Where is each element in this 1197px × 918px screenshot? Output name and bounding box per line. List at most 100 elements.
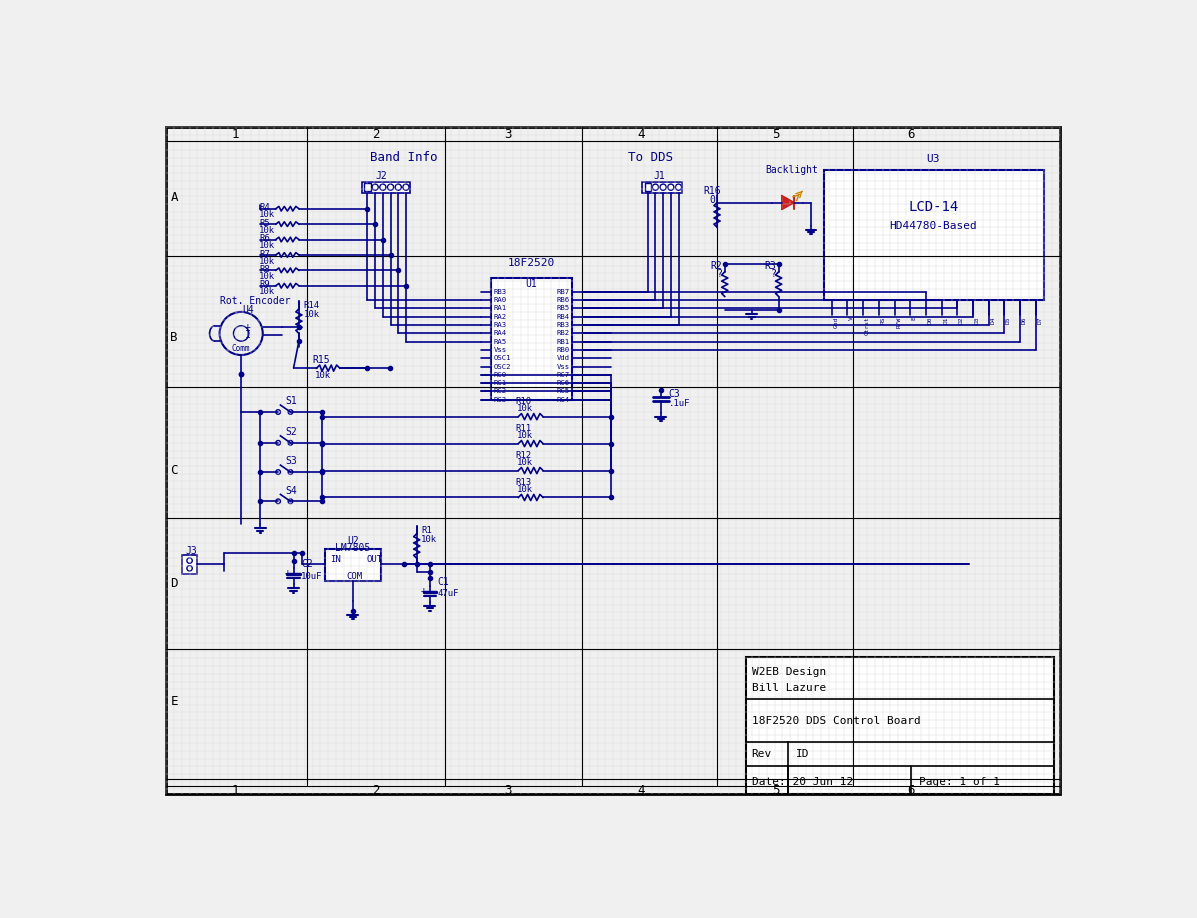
Text: 10k: 10k	[517, 486, 533, 494]
Polygon shape	[782, 196, 794, 209]
Text: A: A	[170, 191, 178, 204]
Bar	[645, 184, 651, 191]
Text: RA2: RA2	[493, 314, 506, 319]
Text: RC0: RC0	[493, 372, 506, 378]
Text: +: +	[420, 586, 426, 596]
Text: IN: IN	[329, 555, 340, 565]
Text: ID: ID	[796, 749, 809, 759]
Text: S1: S1	[286, 397, 298, 407]
Text: 10k: 10k	[259, 256, 275, 265]
Text: RA0: RA0	[493, 297, 506, 303]
Text: 10k: 10k	[259, 210, 275, 219]
Text: U3: U3	[926, 154, 940, 164]
Text: D0: D0	[928, 317, 932, 324]
Text: C3: C3	[668, 388, 680, 398]
Text: 5: 5	[772, 784, 780, 798]
Text: 2: 2	[372, 129, 379, 141]
Bar	[364, 184, 371, 191]
Text: R13: R13	[515, 477, 531, 487]
Text: 10k: 10k	[517, 458, 533, 467]
Text: Gnd: Gnd	[833, 317, 838, 328]
Bar	[492, 278, 572, 399]
Text: Page: 1 of 1: Page: 1 of 1	[919, 777, 999, 787]
Text: RC4: RC4	[557, 397, 570, 403]
Ellipse shape	[219, 312, 262, 355]
Text: RS: RS	[880, 317, 886, 324]
Text: RC1: RC1	[493, 380, 506, 386]
Text: D1: D1	[943, 317, 948, 324]
Text: RB4: RB4	[557, 314, 570, 319]
Text: Comm: Comm	[232, 344, 250, 353]
Text: Vdd: Vdd	[557, 355, 570, 361]
Bar	[326, 549, 381, 581]
Text: J1: J1	[654, 172, 664, 182]
Text: RC2: RC2	[493, 388, 506, 395]
Text: R1: R1	[421, 526, 432, 535]
Text: D4: D4	[990, 317, 995, 324]
Text: 10k: 10k	[517, 431, 533, 441]
Text: LCD-14: LCD-14	[909, 200, 959, 214]
Text: RB7: RB7	[557, 289, 570, 295]
Text: RC6: RC6	[557, 380, 570, 386]
Text: HD44780-Based: HD44780-Based	[889, 220, 977, 230]
Text: C: C	[170, 464, 178, 477]
Text: To DDS: To DDS	[627, 151, 673, 164]
Text: U4: U4	[243, 306, 255, 316]
Text: 3: 3	[505, 784, 512, 798]
Text: E: E	[912, 317, 917, 320]
Text: Rot. Encoder: Rot. Encoder	[219, 297, 290, 306]
Text: 1: 1	[231, 129, 238, 141]
Text: RA4: RA4	[493, 330, 506, 336]
Text: RB3: RB3	[493, 289, 506, 295]
Text: RA3: RA3	[493, 322, 506, 328]
Text: R15: R15	[312, 354, 329, 364]
Text: 3: 3	[505, 129, 512, 141]
Text: OSC2: OSC2	[493, 364, 511, 370]
Text: R8: R8	[259, 265, 269, 274]
Text: 10k: 10k	[421, 535, 437, 544]
Text: 10k: 10k	[304, 310, 320, 319]
Text: 10k: 10k	[259, 287, 275, 297]
Text: 4: 4	[638, 784, 645, 798]
Text: COM: COM	[347, 572, 363, 581]
Text: RB1: RB1	[557, 339, 570, 344]
Text: ?: ?	[771, 269, 777, 279]
Text: U1: U1	[525, 279, 537, 289]
Text: Vss: Vss	[493, 347, 506, 353]
Text: +: +	[245, 322, 251, 332]
Text: V: V	[849, 317, 853, 320]
Text: W2EB Design: W2EB Design	[752, 667, 826, 677]
Text: 18F2520: 18F2520	[508, 258, 555, 268]
Text: LM7805: LM7805	[335, 543, 370, 553]
Text: U2: U2	[347, 535, 359, 545]
Text: RA5: RA5	[493, 339, 506, 344]
Text: C2: C2	[302, 559, 312, 569]
Bar	[182, 555, 198, 574]
Text: R4: R4	[259, 204, 269, 212]
Text: E: E	[170, 695, 178, 708]
Text: RB0: RB0	[557, 347, 570, 353]
Text: R11: R11	[515, 424, 531, 432]
Text: D3: D3	[974, 317, 979, 324]
Text: B: B	[170, 330, 178, 344]
Text: 6: 6	[907, 129, 915, 141]
Text: C1: C1	[438, 577, 449, 588]
Text: 10k: 10k	[517, 405, 533, 413]
Text: 5: 5	[772, 129, 780, 141]
Text: Vss: Vss	[557, 364, 570, 370]
Text: R12: R12	[515, 451, 531, 460]
Text: OUT: OUT	[366, 555, 383, 565]
Text: R/W: R/W	[897, 317, 901, 328]
Text: RC5: RC5	[557, 388, 570, 395]
Text: D7: D7	[1038, 317, 1043, 324]
Text: RB6: RB6	[557, 297, 570, 303]
Text: D6: D6	[1022, 317, 1027, 324]
Text: 2: 2	[372, 784, 379, 798]
Text: 0: 0	[710, 196, 715, 206]
Text: 1: 1	[231, 784, 238, 798]
Text: R6: R6	[259, 234, 269, 243]
Text: R9: R9	[259, 281, 269, 289]
Text: 6: 6	[907, 784, 915, 798]
Text: D5: D5	[1005, 317, 1011, 324]
Text: R2: R2	[711, 261, 723, 271]
